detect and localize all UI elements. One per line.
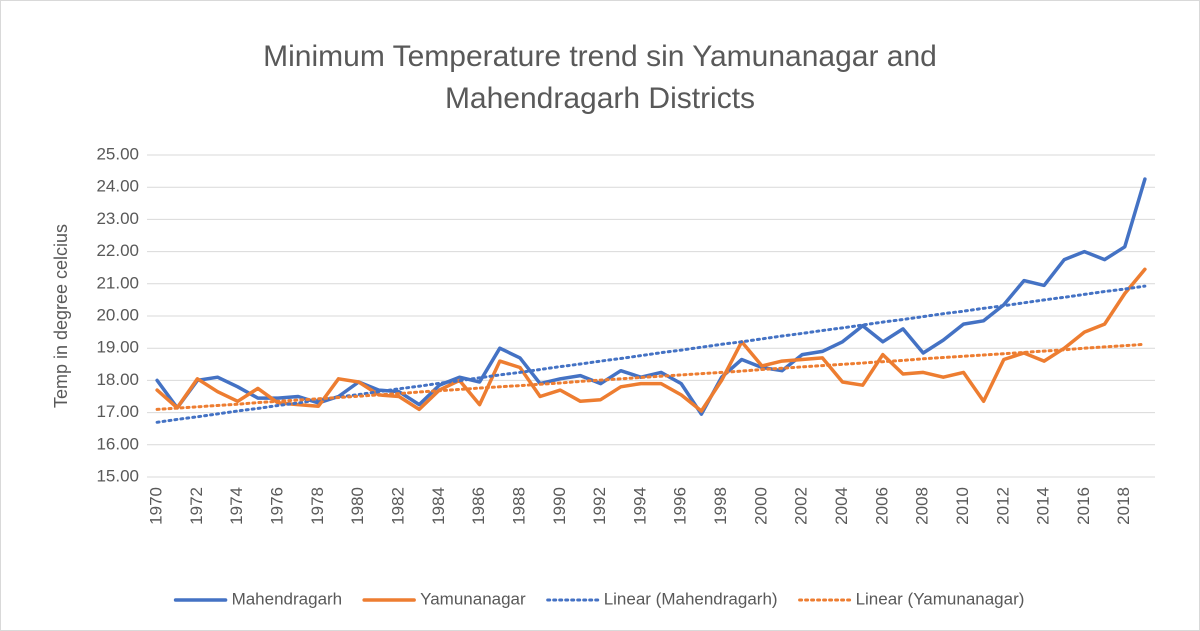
y-tick-label: 19.00 xyxy=(96,338,139,357)
y-tick-label: 15.00 xyxy=(96,466,139,485)
x-tick-label: 2008 xyxy=(913,487,932,525)
x-tick-label: 2012 xyxy=(993,487,1012,525)
y-tick-label: 18.00 xyxy=(96,370,139,389)
y-tick-label: 22.00 xyxy=(96,241,139,260)
x-tick-label: 2004 xyxy=(832,487,851,525)
x-tick-label: 1970 xyxy=(147,487,166,525)
trend-line xyxy=(155,342,1147,411)
x-tick-label: 1978 xyxy=(308,487,327,525)
data-line xyxy=(155,267,1147,413)
y-axis-label: Temp in degree celcius xyxy=(51,224,71,408)
x-tick-label: 2006 xyxy=(872,487,891,525)
legend-label: Linear (Mahendragarh) xyxy=(604,589,778,608)
legend-label: Yamunanagar xyxy=(420,589,526,608)
x-tick-label: 1996 xyxy=(671,487,690,525)
x-tick-label: 1980 xyxy=(348,487,367,525)
y-tick-label: 16.00 xyxy=(96,434,139,453)
x-tick-label: 1986 xyxy=(469,487,488,525)
x-tick-label: 1982 xyxy=(388,487,407,525)
x-tick-label: 1976 xyxy=(268,487,287,525)
legend-label: Linear (Yamunanagar) xyxy=(856,589,1025,608)
x-tick-label: 1974 xyxy=(227,487,246,525)
y-tick-label: 23.00 xyxy=(96,209,139,228)
legend-label: Mahendragarh xyxy=(232,589,343,608)
y-tick-label: 21.00 xyxy=(96,273,139,292)
x-tick-label: 2010 xyxy=(953,487,972,525)
x-tick-label: 2018 xyxy=(1114,487,1133,525)
x-tick-label: 1972 xyxy=(187,487,206,525)
y-tick-label: 24.00 xyxy=(96,177,139,196)
x-tick-label: 1994 xyxy=(630,487,649,525)
trend-line xyxy=(155,284,1147,424)
x-tick-label: 1998 xyxy=(711,487,730,525)
x-tick-label: 2014 xyxy=(1034,487,1053,525)
x-tick-label: 1988 xyxy=(509,487,528,525)
y-tick-label: 25.00 xyxy=(96,144,139,163)
y-tick-label: 17.00 xyxy=(96,402,139,421)
x-tick-label: 1992 xyxy=(590,487,609,525)
x-tick-label: 1984 xyxy=(429,487,448,525)
x-tick-label: 2000 xyxy=(751,487,770,525)
chart-title: Minimum Temperature trend sin Yamunanaga… xyxy=(263,40,937,115)
x-tick-label: 2016 xyxy=(1074,487,1093,525)
x-tick-label: 1990 xyxy=(550,487,569,525)
x-tick-label: 2002 xyxy=(792,487,811,525)
y-tick-label: 20.00 xyxy=(96,305,139,324)
